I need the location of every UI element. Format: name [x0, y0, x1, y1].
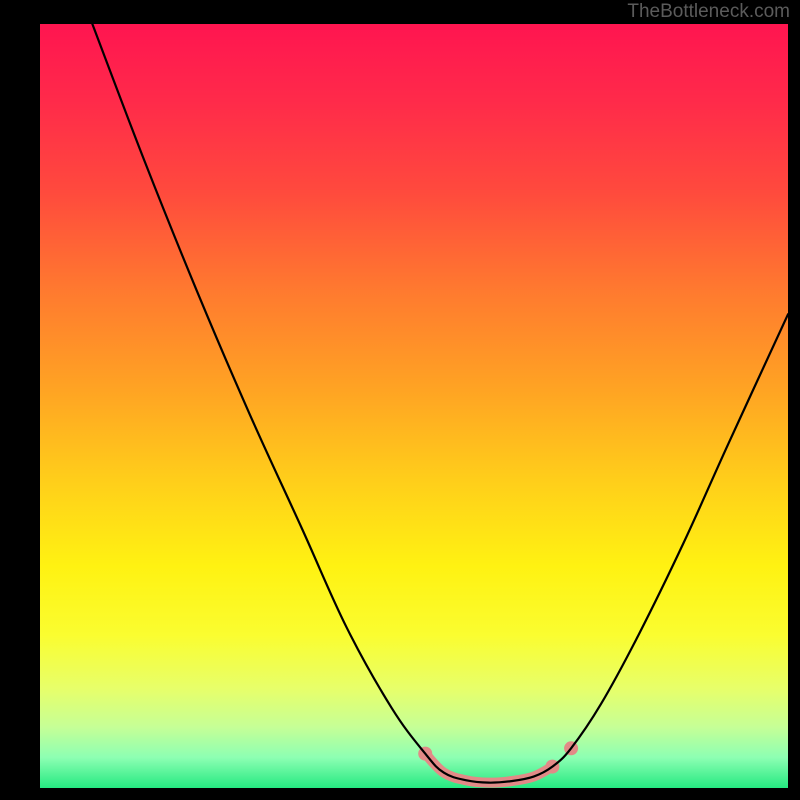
watermark-text: TheBottleneck.com	[627, 1, 790, 22]
plot-background	[40, 24, 788, 788]
bottleneck-chart: TheBottleneck.com	[0, 0, 800, 800]
